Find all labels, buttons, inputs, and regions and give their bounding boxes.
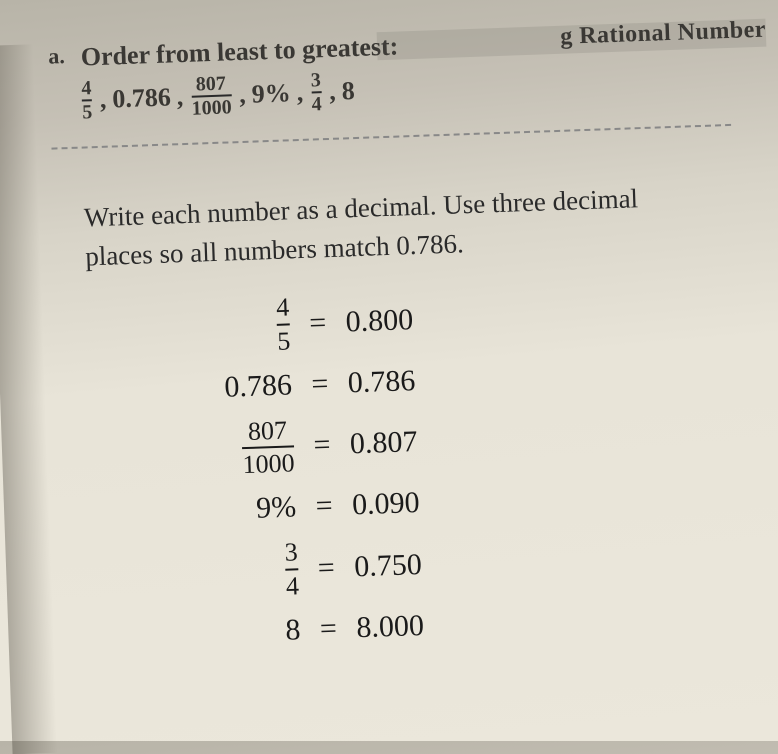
list-separator: ,: [176, 82, 184, 112]
fraction-numerator: 4: [81, 78, 92, 99]
fraction-denominator: 4: [311, 91, 322, 114]
fraction-numerator: 807: [248, 416, 288, 447]
equals-sign: =: [308, 612, 349, 647]
fraction-numerator: 4: [276, 294, 290, 324]
fraction-807-1000: 807 1000: [190, 73, 232, 118]
equation-right: 0.807: [341, 425, 418, 462]
equation-row: 4 5 = 0.800: [117, 279, 709, 360]
equation-right: 0.800: [337, 303, 414, 340]
fraction-denominator: 1000: [242, 446, 295, 479]
equals-sign: =: [301, 428, 342, 463]
fraction-807-1000: 807 1000: [241, 416, 295, 478]
equation-right: 0.750: [346, 548, 423, 585]
equation-left: 0.786: [119, 368, 300, 408]
instruction-block: Write each number as a decimal. Use thre…: [83, 177, 719, 654]
section-title: g Rational Numbers: [560, 19, 767, 51]
problem-prompt: Order from least to greatest:: [80, 31, 399, 72]
problem-label: a.: [48, 43, 65, 70]
equation-list: 4 5 = 0.800 0.786 = 0.786 807 1000: [117, 279, 719, 653]
equals-sign: =: [304, 489, 345, 524]
equation-row: 0.786 = 0.786: [119, 354, 710, 409]
equals-sign: =: [299, 367, 340, 402]
fraction-4-5: 4 5: [81, 78, 93, 122]
equation-row: 3 4 = 0.750: [125, 524, 717, 605]
fraction-numerator: 807: [195, 74, 226, 96]
fraction-denominator: 5: [277, 323, 291, 355]
equation-left: 807 1000: [121, 416, 303, 483]
equals-sign: =: [297, 305, 338, 340]
fraction-3-4: 3 4: [284, 539, 299, 600]
equation-row: 8 = 8.000: [128, 599, 719, 654]
fraction-3-4: 3 4: [310, 70, 322, 114]
list-separator: ,: [239, 80, 247, 110]
list-separator: ,: [296, 78, 304, 108]
textbook-page: g Rational Numbers a. Order from least t…: [0, 19, 778, 692]
equals-sign: =: [306, 550, 347, 585]
equation-left: 8: [128, 613, 309, 653]
fraction-denominator: 5: [82, 99, 93, 122]
fraction-denominator: 1000: [191, 94, 232, 118]
equation-right: 0.090: [344, 486, 421, 523]
list-separator: ,: [329, 77, 337, 107]
fraction-numerator: 3: [310, 70, 321, 91]
equation-left: 9%: [124, 491, 305, 531]
list-value: 8: [341, 76, 355, 106]
fraction-numerator: 3: [284, 539, 298, 569]
equation-right: 0.786: [339, 364, 416, 401]
equation-right: 8.000: [348, 609, 425, 646]
equation-left: 3 4: [125, 538, 307, 605]
equation-left: 4 5: [117, 293, 299, 360]
list-value: 9%: [251, 78, 291, 109]
equation-row: 807 1000 = 0.807: [121, 402, 713, 483]
fraction-4-5: 4 5: [276, 294, 291, 355]
equation-row: 9% = 0.090: [124, 476, 715, 531]
fraction-denominator: 4: [285, 568, 299, 600]
list-separator: ,: [99, 85, 107, 115]
instruction-text: Write each number as a decimal. Use thre…: [83, 177, 705, 277]
list-value: 0.786: [112, 82, 172, 114]
